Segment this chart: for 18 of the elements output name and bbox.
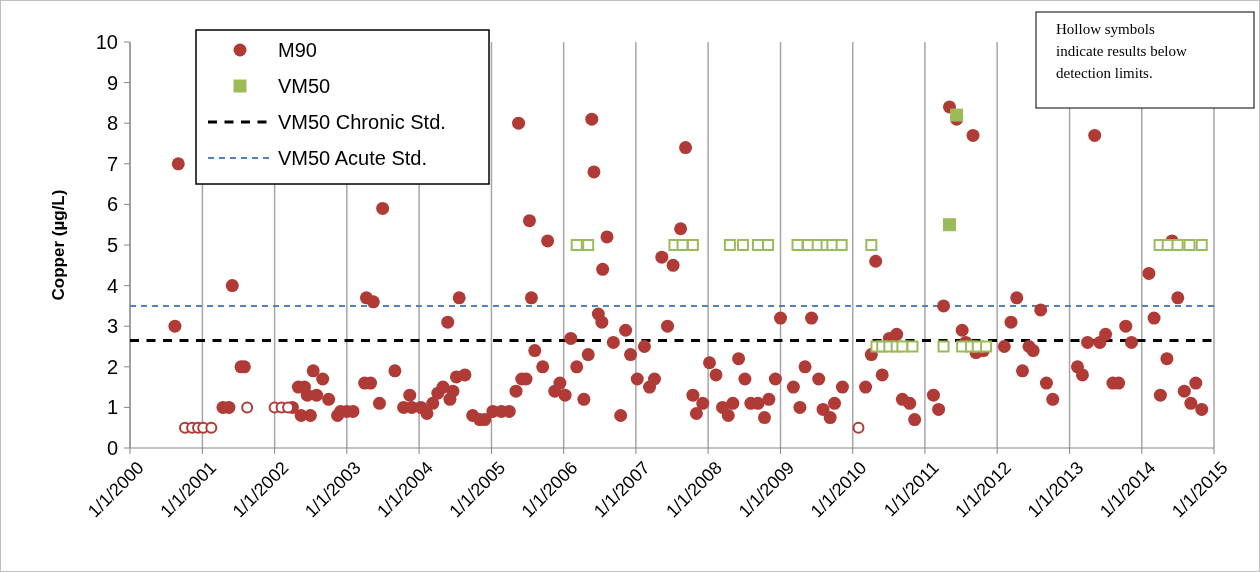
annotation: Hollow symbols indicate results below detection limits. [1056,21,1187,81]
y-tick-label: 2 [106,355,118,378]
y-tick-label: 1 [106,396,118,419]
y-tick-label: 4 [106,274,118,297]
y-tick-label: 7 [106,152,118,175]
y-tick-label: 8 [106,112,118,135]
legend-label: VM50 Chronic Std. [278,111,446,133]
y-tick-label: 3 [106,315,118,338]
y-tick-label: 9 [106,71,118,94]
y-tick-label: 6 [106,193,118,216]
y-tick-label: 10 [95,31,118,53]
y-tick-label: 5 [106,234,118,256]
y-tick-label: 0 [106,437,118,459]
note-box: Hollow symbols indicate results below detection limits. [1035,11,1255,109]
y-axis-title: Copper (µg/L) [49,189,68,301]
legend-label: M90 [278,39,317,61]
legend-label: VM50 Acute Std. [278,147,427,169]
legend-label: VM50 [278,75,331,97]
